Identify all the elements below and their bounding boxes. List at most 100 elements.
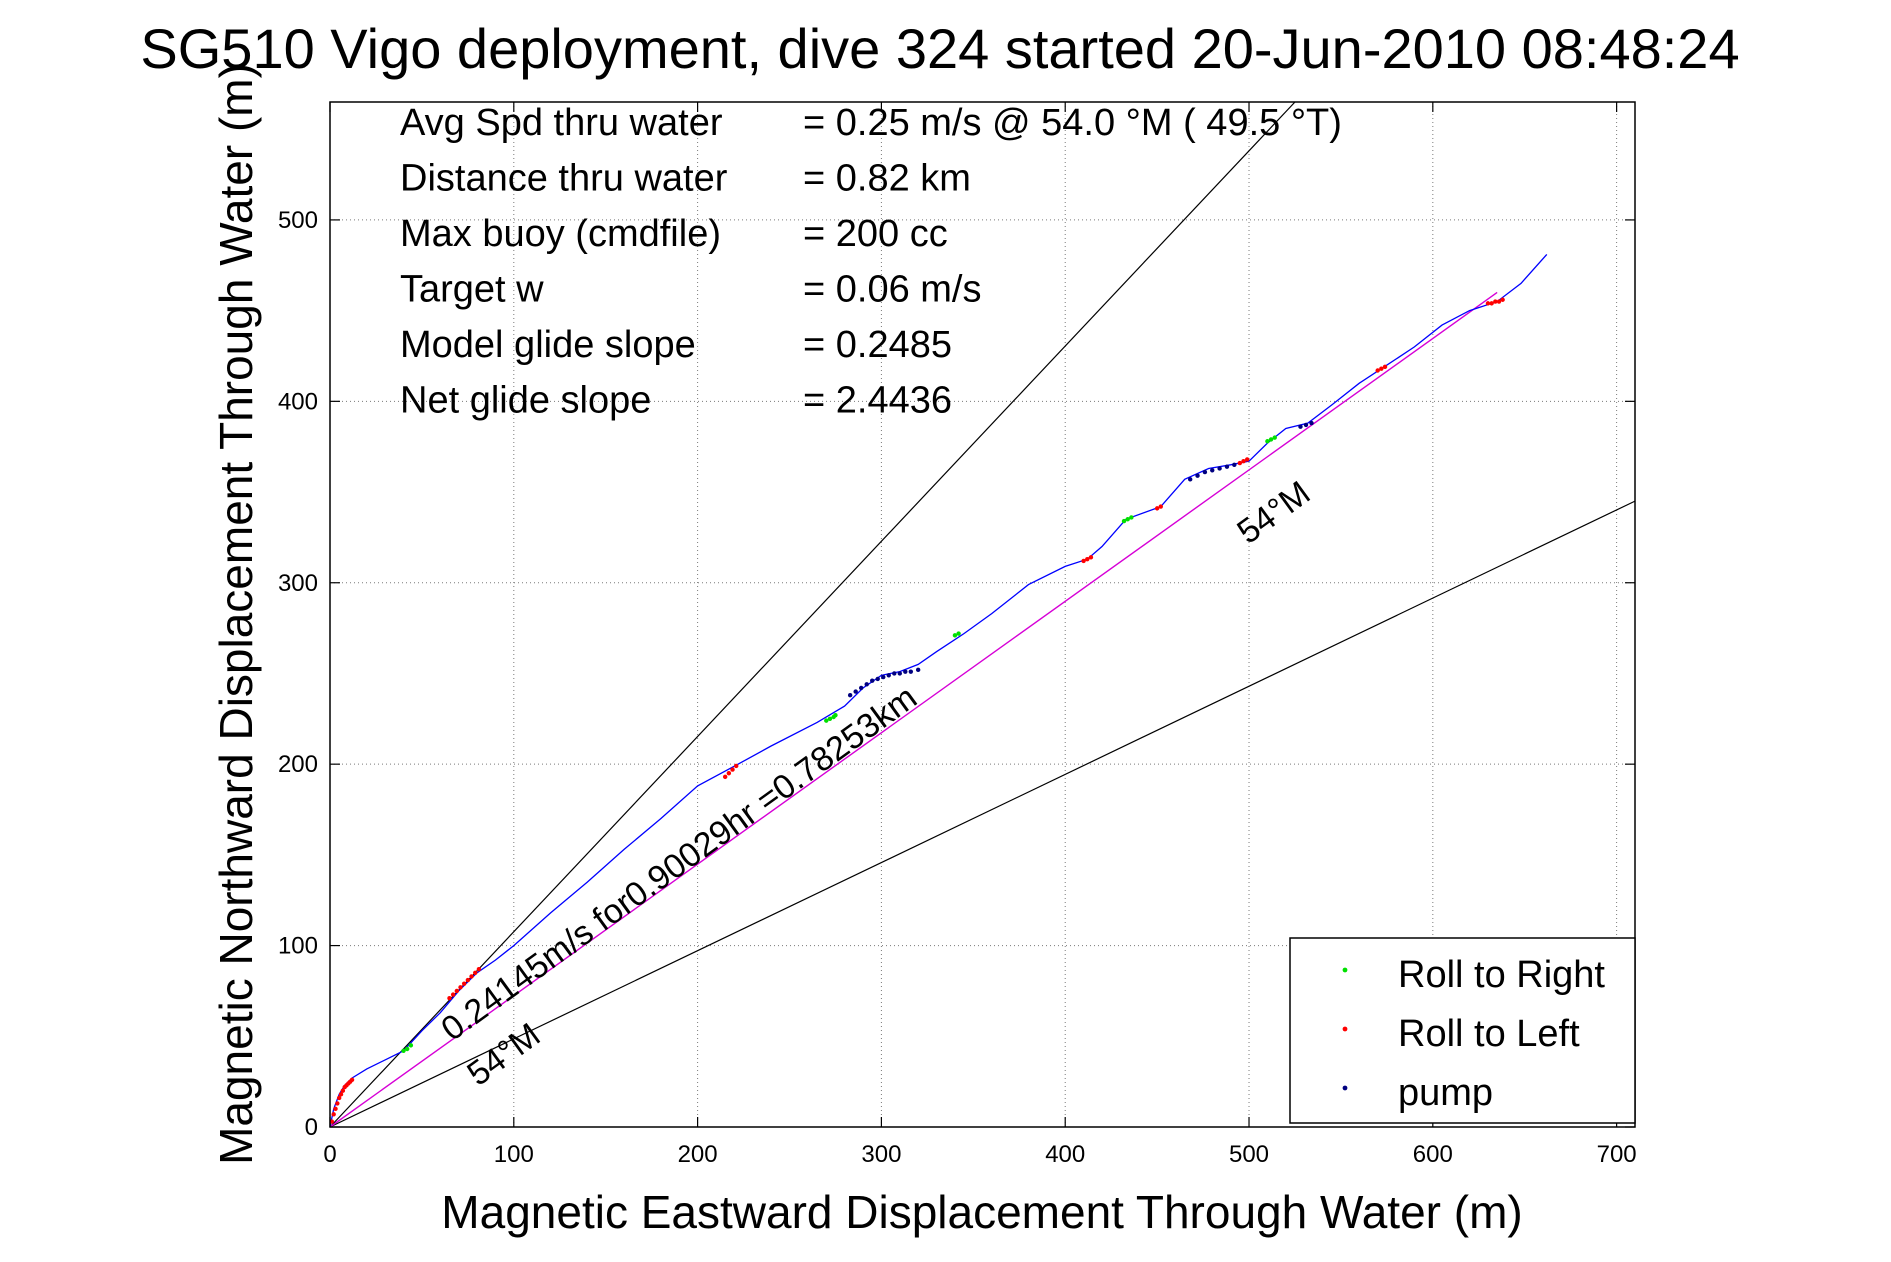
- marker-roll-to-right: [956, 631, 961, 636]
- marker-roll-to-right: [1121, 518, 1127, 524]
- y-tick-label: 300: [278, 570, 318, 597]
- marker-roll-to-left: [1379, 366, 1384, 371]
- marker-roll-to-left: [1244, 457, 1250, 462]
- marker-roll-to-left: [461, 981, 467, 986]
- marker-roll-to-right: [952, 633, 958, 638]
- marker-roll-to-left: [1085, 556, 1090, 562]
- marker-roll-to-left: [465, 977, 471, 983]
- y-axis-label: Magnetic Northward Displacement Through …: [210, 63, 262, 1165]
- track-line: [329, 253, 1548, 1128]
- x-tick-label: 100: [494, 1141, 534, 1168]
- legend-marker-roll-to-right: [1342, 967, 1348, 973]
- chart-title: SG510 Vigo deployment, dive 324 started …: [140, 17, 1739, 80]
- marker-roll-to-left: [340, 1088, 346, 1093]
- marker-pump: [864, 682, 869, 687]
- marker-roll-to-left: [454, 988, 460, 994]
- marker-pump: [1217, 466, 1222, 471]
- y-tick-label: 100: [278, 933, 318, 960]
- legend-label-roll-to-right: Roll to Right: [1398, 954, 1605, 996]
- marker-roll-to-right: [1125, 517, 1130, 522]
- stat-value: = 0.2485: [803, 324, 952, 366]
- marker-pump: [1224, 464, 1230, 469]
- legend-marker-pump: [1342, 1085, 1348, 1091]
- stat-label: Target w: [400, 269, 544, 311]
- marker-roll-to-right: [1268, 437, 1274, 442]
- marker-roll-to-right: [1129, 515, 1134, 520]
- marker-roll-to-left: [1158, 504, 1163, 509]
- x-tick-label: 600: [1413, 1141, 1453, 1168]
- marker-pump: [853, 689, 858, 694]
- stat-value: = 0.06 m/s: [803, 269, 981, 311]
- marker-pump: [1232, 462, 1237, 468]
- reference-line: [329, 101, 1296, 1128]
- marker-roll-to-right: [408, 1043, 414, 1048]
- net-displacement-line: [329, 291, 1498, 1128]
- legend-label-roll-to-left: Roll to Left: [1398, 1013, 1580, 1055]
- x-tick-label: 700: [1597, 1141, 1637, 1168]
- marker-pump: [903, 669, 908, 674]
- marker-roll-to-left: [734, 763, 739, 769]
- reference-lines: [329, 101, 1636, 1128]
- stat-value: = 0.82 km: [803, 158, 971, 200]
- marker-roll-to-left: [469, 974, 474, 979]
- stat-label: Model glide slope: [400, 324, 696, 366]
- marker-roll-to-left: [447, 995, 452, 1001]
- stat-value: = 2.4436: [803, 380, 952, 422]
- y-tick-label: 200: [278, 751, 318, 778]
- x-axis-label: Magnetic Eastward Displacement Through W…: [441, 1186, 1522, 1238]
- stat-value: = 200 cc: [803, 213, 948, 255]
- marker-pump: [915, 667, 921, 673]
- marker-roll-to-left: [1241, 459, 1246, 464]
- marker-roll-to-right: [827, 716, 833, 722]
- marker-roll-to-left: [1237, 460, 1243, 466]
- marker-pump: [870, 678, 875, 683]
- marker-roll-to-right: [833, 712, 838, 718]
- marker-roll-to-left: [1493, 299, 1498, 304]
- marker-pump: [892, 671, 897, 676]
- marker-roll-to-left: [1485, 301, 1491, 306]
- marker-pump: [1303, 422, 1309, 428]
- marker-roll-to-left: [349, 1077, 355, 1083]
- marker-roll-to-right: [824, 718, 829, 723]
- marker-roll-to-left: [1500, 297, 1505, 302]
- legend-label-pump: pump: [1398, 1072, 1493, 1114]
- marker-roll-to-left: [1489, 301, 1494, 306]
- axis-ticks: 0 100 200 300 400 500 600 700 0 100 200 300 400 500: [278, 102, 1637, 1168]
- marker-roll-to-left: [1081, 558, 1086, 564]
- marker-pump: [1309, 420, 1314, 426]
- x-tick-label: 500: [1229, 1141, 1269, 1168]
- stat-label: Avg Spd thru water: [400, 102, 723, 144]
- legend: Roll to Right Roll to Left pump: [1289, 937, 1636, 1124]
- marker-roll-to-left: [333, 1106, 338, 1112]
- track: [329, 253, 1548, 1128]
- marker-pump: [1298, 424, 1303, 429]
- marker-roll-to-left: [1088, 555, 1094, 560]
- reference-line: [329, 500, 1636, 1128]
- marker-roll-to-left: [722, 774, 728, 780]
- marker-roll-to-left: [1375, 368, 1380, 373]
- marker-roll-to-left: [338, 1092, 344, 1097]
- marker-pump: [886, 673, 891, 678]
- marker-roll-to-left: [1382, 364, 1388, 370]
- y-tick-label: 0: [305, 1114, 318, 1141]
- marker-roll-to-right: [1272, 435, 1277, 440]
- marker-pump: [858, 685, 864, 691]
- y-tick-label: 400: [278, 388, 318, 415]
- marker-pump: [897, 671, 902, 676]
- marker-roll-to-left: [458, 985, 463, 990]
- stat-label: Max buoy (cmdfile): [400, 213, 721, 255]
- plot-frame: [329, 101, 1636, 1128]
- x-tick-label: 300: [861, 1141, 901, 1168]
- y-tick-label: 500: [278, 207, 318, 234]
- marker-roll-to-left: [1496, 299, 1502, 304]
- marker-pump: [1210, 468, 1215, 473]
- series-markers: [329, 297, 1505, 1124]
- marker-pump: [881, 674, 886, 680]
- marker-pump: [908, 669, 914, 674]
- marker-pump: [847, 693, 853, 698]
- x-tick-label: 400: [1045, 1141, 1085, 1168]
- marker-roll-to-left: [1154, 506, 1160, 511]
- marker-pump: [1202, 469, 1208, 475]
- marker-roll-to-left: [450, 992, 456, 997]
